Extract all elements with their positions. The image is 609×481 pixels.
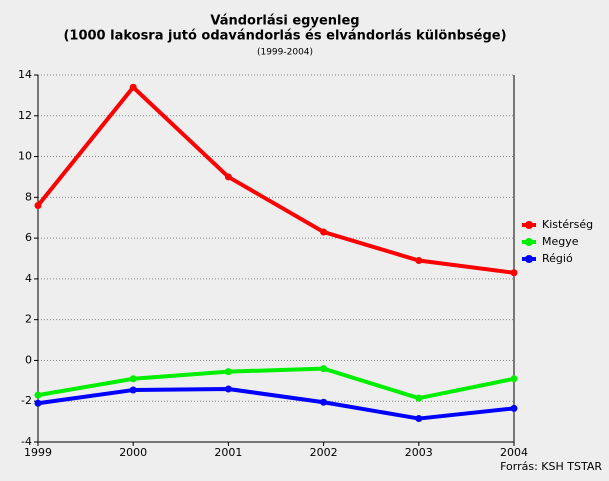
legend-dot bbox=[525, 255, 533, 263]
series-line bbox=[36, 85, 515, 275]
chart-title: Vándorlási egyenleg bbox=[210, 14, 359, 29]
x-tick-label: 2002 bbox=[310, 446, 338, 459]
point bbox=[129, 83, 137, 91]
legend-dot bbox=[525, 238, 533, 246]
y-tick-label: 14 bbox=[18, 68, 32, 81]
point bbox=[224, 368, 232, 376]
chart-subtitle: (1000 lakosra jutó odavándorlás és elván… bbox=[63, 29, 506, 44]
y-tick-label: 12 bbox=[18, 109, 32, 122]
point bbox=[510, 404, 518, 412]
y-tick-label: -2 bbox=[21, 394, 32, 407]
period: (1999-2004) bbox=[257, 48, 313, 58]
point bbox=[34, 399, 42, 407]
y-tick-label: 6 bbox=[25, 231, 32, 244]
legend-label: Kistérség bbox=[542, 218, 593, 231]
point bbox=[224, 385, 232, 393]
source: Forrás: KSH TSTAR bbox=[500, 460, 602, 473]
y-tick-label: -4 bbox=[21, 435, 32, 448]
point bbox=[129, 386, 137, 394]
legend-dot bbox=[525, 221, 533, 229]
point bbox=[224, 173, 232, 181]
point bbox=[415, 394, 423, 402]
y-tick-label: 8 bbox=[25, 190, 32, 203]
x-tick-label: 2001 bbox=[214, 446, 242, 459]
point bbox=[320, 228, 328, 236]
y-tick-label: 4 bbox=[25, 272, 32, 285]
x-tick-label: 2004 bbox=[500, 446, 528, 459]
point bbox=[415, 415, 423, 423]
y-tick-label: 0 bbox=[25, 353, 32, 366]
point bbox=[34, 391, 42, 399]
point bbox=[34, 201, 42, 209]
point bbox=[320, 398, 328, 406]
point bbox=[320, 365, 328, 373]
point bbox=[510, 375, 518, 383]
y-tick-label: 10 bbox=[18, 150, 32, 163]
y-tick-label: 2 bbox=[25, 313, 32, 326]
point bbox=[415, 257, 423, 265]
x-tick-label: 2000 bbox=[119, 446, 147, 459]
series-line bbox=[37, 366, 515, 401]
x-tick-label: 1999 bbox=[24, 446, 52, 459]
x-tick-label: 2003 bbox=[405, 446, 433, 459]
series-line bbox=[37, 386, 515, 421]
point bbox=[510, 269, 518, 277]
legend-label: Megye bbox=[542, 235, 579, 248]
legend-label: Régió bbox=[542, 252, 573, 265]
point bbox=[129, 375, 137, 383]
